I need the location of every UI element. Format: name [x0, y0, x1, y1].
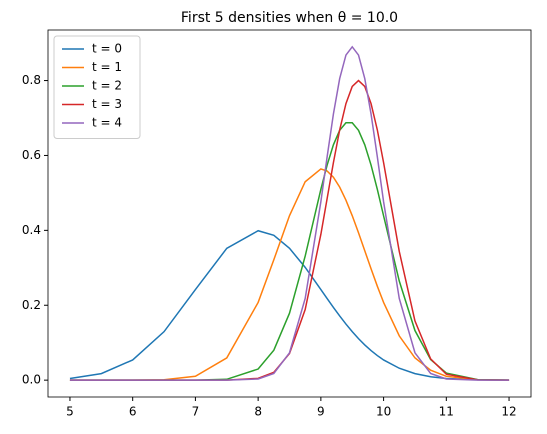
- y-tick-label: 0.0: [22, 373, 41, 387]
- chart-title: First 5 densities when θ = 10.0: [181, 10, 398, 26]
- x-tick-label: 12: [501, 405, 516, 419]
- y-tick-label: 0.6: [22, 148, 41, 162]
- legend-box: [53, 35, 141, 139]
- series-line: [69, 121, 510, 381]
- x-tick-label: 8: [254, 405, 262, 419]
- y-tick-label: 0.2: [22, 298, 41, 312]
- legend-label: t = 1: [92, 60, 122, 74]
- x-tick-label: 5: [66, 405, 74, 419]
- legend-label: t = 2: [92, 79, 122, 93]
- x-tick-label: 11: [439, 405, 454, 419]
- x-tick-label: 10: [376, 405, 391, 419]
- x-tick-label: 6: [129, 405, 137, 419]
- y-tick-label: 0.8: [22, 73, 41, 87]
- legend: t = 0 t = 1 t = 2 t = 3 t = 4: [53, 35, 141, 139]
- y-tick-label: 0.4: [22, 223, 41, 237]
- legend-label: t = 0: [92, 42, 122, 56]
- series-line: [69, 168, 510, 381]
- x-tick-label: 9: [317, 405, 325, 419]
- legend-label: t = 3: [92, 97, 122, 111]
- series-line: [69, 45, 510, 381]
- plot-frame: [47, 29, 532, 398]
- legend-label: t = 4: [92, 116, 122, 130]
- series-line: [69, 229, 510, 381]
- x-tick-label: 7: [192, 405, 200, 419]
